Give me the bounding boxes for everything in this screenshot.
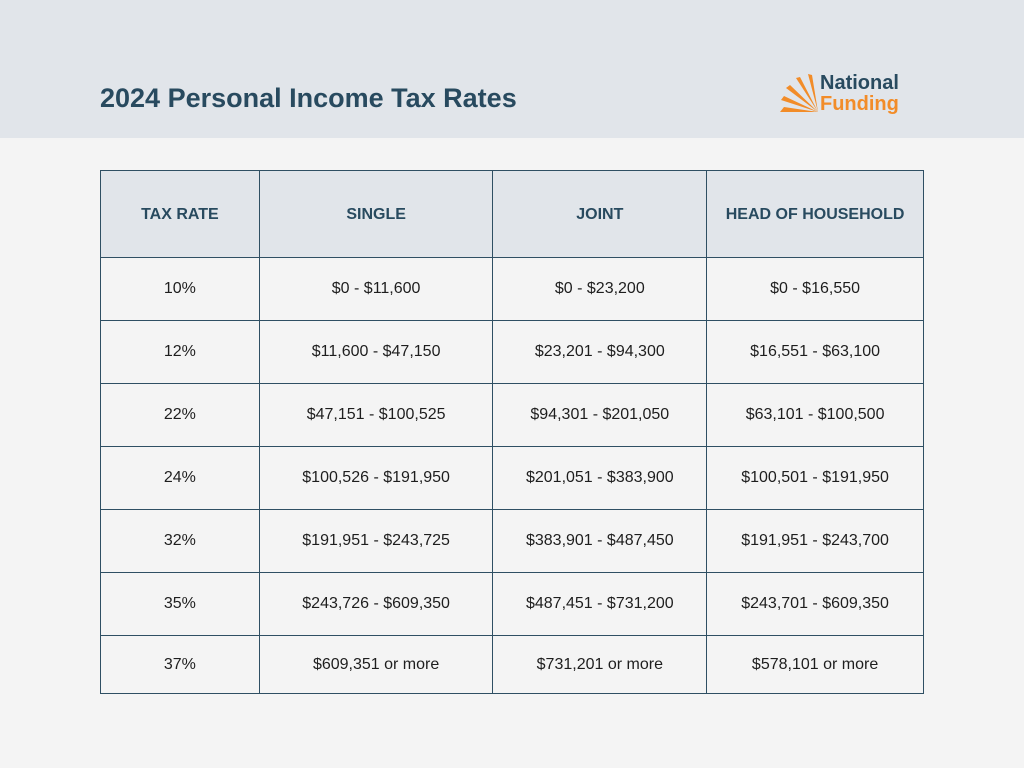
column-header: TAX RATE [100,170,260,258]
table-cell: 32% [100,509,260,573]
table-cell: 37% [100,635,260,694]
table-cell: $243,701 - $609,350 [706,572,924,636]
table-cell: $100,526 - $191,950 [258,446,494,510]
table-cell: $63,101 - $100,500 [706,383,924,447]
table-row: 32% $191,951 - $243,725 $383,901 - $487,45… [100,509,924,573]
column-header: HEAD OF HOUSEHOLD [706,170,924,258]
table-cell: $731,201 or more [492,635,708,694]
header-row: TAX RATE SINGLE JOINT HEAD OF HOUSEHOLD [100,170,924,258]
table-cell: 22% [100,383,260,447]
table-row: 10% $0 - $11,600 $0 - $23,200 $0 - $16,550 [100,257,924,321]
table-cell: $487,451 - $731,200 [492,572,708,636]
table-body: 10% $0 - $11,600 $0 - $23,200 $0 - $16,550 1… [100,257,924,694]
table-cell: $0 - $11,600 [258,257,494,321]
table-cell: $383,901 - $487,450 [492,509,708,573]
logo-text: Funding [820,93,899,115]
table-cell: $578,101 or more [706,635,924,694]
header-band [0,0,1024,138]
table-cell: $201,051 - $383,900 [492,446,708,510]
table-cell: 24% [100,446,260,510]
page-title: 2024 Personal Income Tax Rates [100,83,517,113]
logo: National Funding [778,72,918,118]
table-row: 22% $47,151 - $100,525 $94,301 - $201,050 $… [100,383,924,447]
table-row: 24% $100,526 - $191,950 $201,051 - $383,90… [100,446,924,510]
table-cell: $94,301 - $201,050 [492,383,708,447]
column-header: SINGLE [258,170,494,258]
table-cell: $0 - $16,550 [706,257,924,321]
table-cell: $191,951 - $243,725 [258,509,494,573]
table-cell: $243,726 - $609,350 [258,572,494,636]
table-cell: $609,351 or more [258,635,494,694]
table-cell: $47,151 - $100,525 [258,383,494,447]
table-cell: 10% [100,257,260,321]
table-row: 37% $609,351 or more $731,201 or more $578,… [100,635,924,694]
table-cell: 35% [100,572,260,636]
table-cell: $11,600 - $47,150 [258,320,494,384]
tax-table: TAX RATE SINGLE JOINT HEAD OF HOUSEHOLD 10%… [100,170,924,694]
table-cell: $16,551 - $63,100 [706,320,924,384]
table-cell: $191,951 - $243,700 [706,509,924,573]
table-cell: $0 - $23,200 [492,257,708,321]
logo-burst [780,74,818,112]
table-cell: $23,201 - $94,300 [492,320,708,384]
table-cell: $100,501 - $191,950 [706,446,924,510]
column-header: JOINT [492,170,708,258]
table-row: 12% $11,600 - $47,150 $23,201 - $94,300 $16… [100,320,924,384]
table-row: 35% $243,726 - $609,350 $487,451 - $731,20… [100,572,924,636]
table-cell: 12% [100,320,260,384]
logo-text: National [820,72,899,94]
